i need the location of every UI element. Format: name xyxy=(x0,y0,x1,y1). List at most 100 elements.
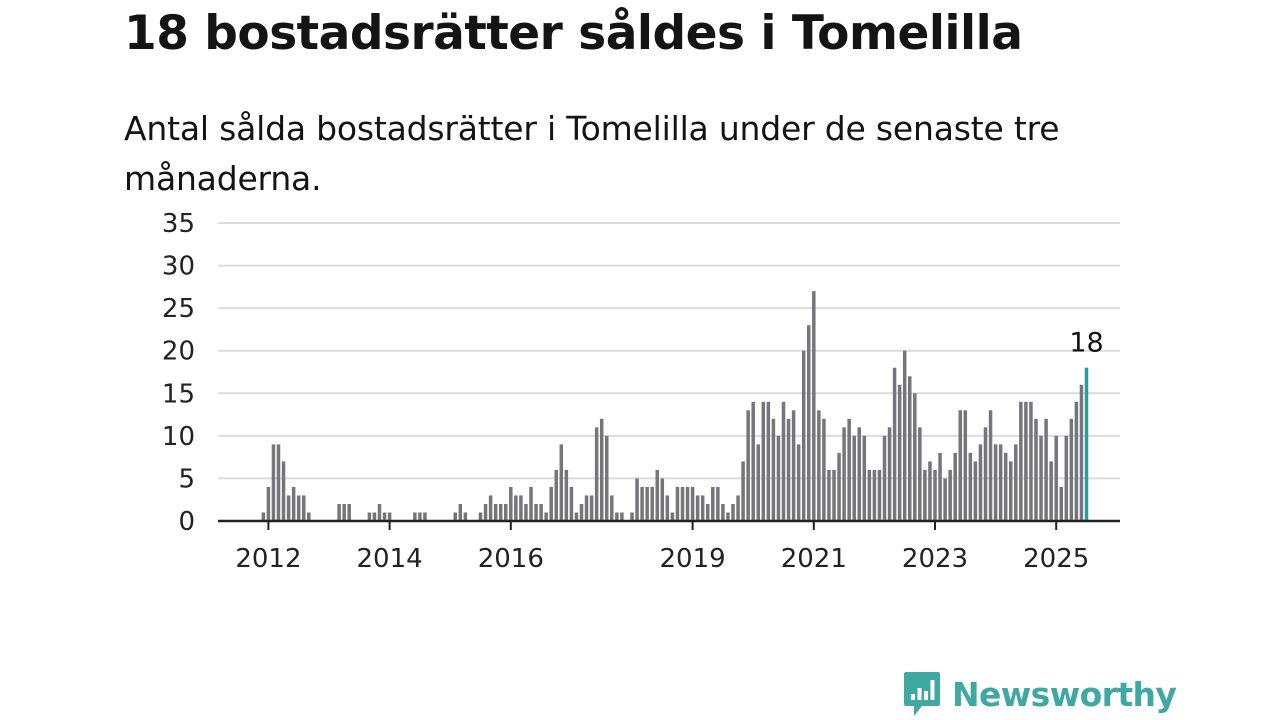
bar xyxy=(660,478,665,521)
x-tick-label: 2016 xyxy=(478,544,544,574)
bar xyxy=(544,512,548,521)
bar xyxy=(716,486,720,521)
bar xyxy=(862,435,867,521)
bar xyxy=(746,410,750,521)
bar xyxy=(670,512,675,521)
bar xyxy=(271,444,276,521)
chart-subtitle: Antal sålda bostadsrätter i Tomelilla un… xyxy=(124,109,1060,198)
bar xyxy=(998,444,1003,521)
bar xyxy=(498,503,503,521)
bar xyxy=(700,495,705,521)
bar xyxy=(650,486,654,521)
bar xyxy=(685,486,690,521)
bar xyxy=(1034,418,1038,521)
bar xyxy=(721,503,725,521)
bar xyxy=(993,444,998,521)
bar xyxy=(973,461,978,521)
bar xyxy=(291,486,296,521)
bar xyxy=(276,444,281,521)
bar xyxy=(387,512,392,521)
bar xyxy=(756,444,760,521)
bar xyxy=(695,495,700,521)
bar xyxy=(827,469,831,521)
x-tick-label: 2014 xyxy=(357,544,423,574)
bar xyxy=(786,418,791,521)
bar xyxy=(1079,384,1084,521)
bar xyxy=(918,427,922,521)
bar xyxy=(594,427,599,521)
bar xyxy=(882,435,887,521)
x-tick-label: 2012 xyxy=(235,544,301,574)
chart-title: 18 bostadsrätter såldes i Tomelilla xyxy=(124,6,1023,61)
bar xyxy=(296,495,301,521)
bar xyxy=(655,469,659,521)
bar xyxy=(665,495,670,521)
bar xyxy=(574,512,579,521)
bar xyxy=(493,503,498,521)
bar xyxy=(897,384,902,521)
bar xyxy=(599,418,604,521)
bar xyxy=(488,495,493,521)
y-tick-label: 30 xyxy=(162,252,195,282)
bar xyxy=(509,486,513,521)
bar xyxy=(519,495,523,521)
bar xyxy=(751,401,755,521)
bar xyxy=(928,461,932,521)
bar xyxy=(610,495,614,521)
bar xyxy=(615,512,619,521)
bar xyxy=(423,512,427,521)
bar xyxy=(706,503,710,521)
bar xyxy=(261,512,266,521)
bar xyxy=(801,350,806,521)
bar xyxy=(1029,401,1033,521)
bar xyxy=(377,503,382,521)
bar xyxy=(675,486,680,521)
bar xyxy=(832,469,836,521)
bar xyxy=(1024,401,1028,521)
bar xyxy=(933,469,937,521)
bar xyxy=(478,512,483,521)
y-tick-label: 35 xyxy=(162,209,195,239)
x-tick-label: 2023 xyxy=(902,544,968,574)
bar xyxy=(524,503,528,521)
bar xyxy=(589,495,594,521)
x-tick-label: 2019 xyxy=(660,544,726,574)
bar xyxy=(791,410,796,521)
bar xyxy=(1054,435,1058,521)
bar xyxy=(569,486,574,521)
bar xyxy=(872,469,877,521)
bar xyxy=(463,512,468,521)
bar xyxy=(534,503,538,521)
bar xyxy=(988,410,993,521)
bar xyxy=(281,461,286,521)
bar xyxy=(913,393,917,521)
bars xyxy=(261,291,1089,521)
bar xyxy=(635,478,639,521)
bar xyxy=(812,291,816,521)
bar xyxy=(579,503,584,521)
highlight-bar xyxy=(1084,367,1089,521)
bar xyxy=(1069,418,1074,521)
bar xyxy=(847,418,851,521)
bar xyxy=(539,503,543,521)
bar xyxy=(923,469,927,521)
bar xyxy=(817,410,821,521)
bar xyxy=(943,478,947,521)
bar xyxy=(807,325,811,521)
x-tick-label: 2025 xyxy=(1023,544,1089,574)
x-tick-label: 2021 xyxy=(781,544,847,574)
y-axis-ticks: 0 5 10 15 20 25 30 35 xyxy=(162,209,195,537)
bar xyxy=(342,503,346,521)
bar xyxy=(1009,461,1013,521)
highlight-value-label: 18 xyxy=(1069,328,1103,359)
bar xyxy=(736,495,740,521)
annotations: 18 xyxy=(1069,328,1103,359)
bar xyxy=(584,495,589,521)
bar xyxy=(983,427,988,521)
bar xyxy=(620,512,624,521)
y-tick-label: 20 xyxy=(162,337,195,367)
bar xyxy=(781,401,786,521)
bar xyxy=(514,495,518,521)
bar xyxy=(711,486,715,521)
bar xyxy=(857,427,861,521)
